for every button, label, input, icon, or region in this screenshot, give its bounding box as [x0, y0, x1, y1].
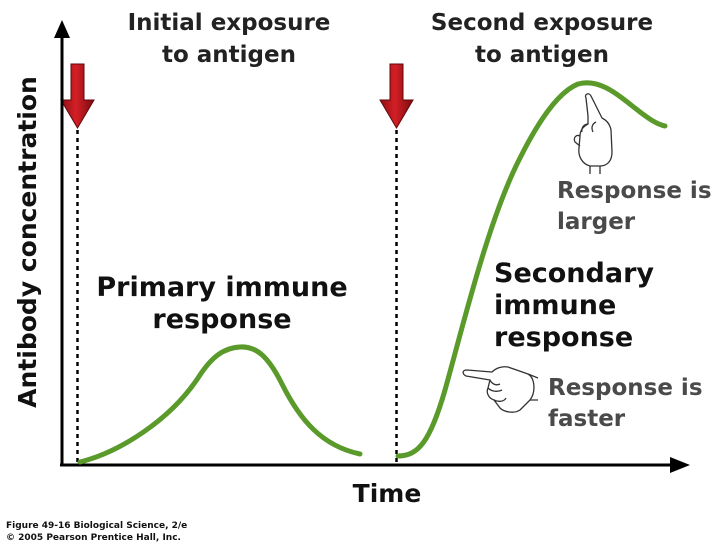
second-exposure-label-line1: Second exposure	[431, 10, 653, 36]
x-axis-label: Time	[353, 479, 422, 508]
primary-response-label-line1: Primary immune	[96, 272, 347, 303]
figure-caption-line2: © 2005 Pearson Prentice Hall, Inc.	[6, 533, 181, 543]
x-axis	[60, 457, 690, 473]
secondary-response-label-line3: response	[494, 322, 633, 353]
initial-exposure-label-line1: Initial exposure	[128, 10, 331, 36]
secondary-response-label-line1: Secondary	[494, 258, 654, 289]
response-faster-label-line2: faster	[548, 406, 626, 432]
y-axis	[54, 20, 70, 466]
secondary-response-curve	[395, 80, 668, 459]
secondary-response-label-line2: immune	[494, 290, 616, 321]
response-larger-label-line2: larger	[557, 209, 636, 235]
initial-exposure-arrow-icon	[60, 63, 95, 129]
initial-exposure-label-line2: to antigen	[162, 42, 296, 68]
second-exposure-arrow-icon	[379, 63, 414, 129]
response-larger-label-line1: Response is	[557, 178, 712, 204]
primary-response-curve	[77, 344, 363, 465]
pointing-hand-left-icon	[462, 366, 539, 413]
figure-caption-line1: Figure 49-16 Biological Science, 2/e	[6, 521, 187, 531]
primary-response-label-line2: response	[152, 304, 291, 335]
second-exposure-label-line2: to antigen	[475, 42, 609, 68]
y-axis-label: Antibody concentration	[13, 76, 42, 408]
response-faster-label-line1: Response is	[548, 375, 703, 401]
pointing-hand-up-icon	[573, 93, 613, 174]
